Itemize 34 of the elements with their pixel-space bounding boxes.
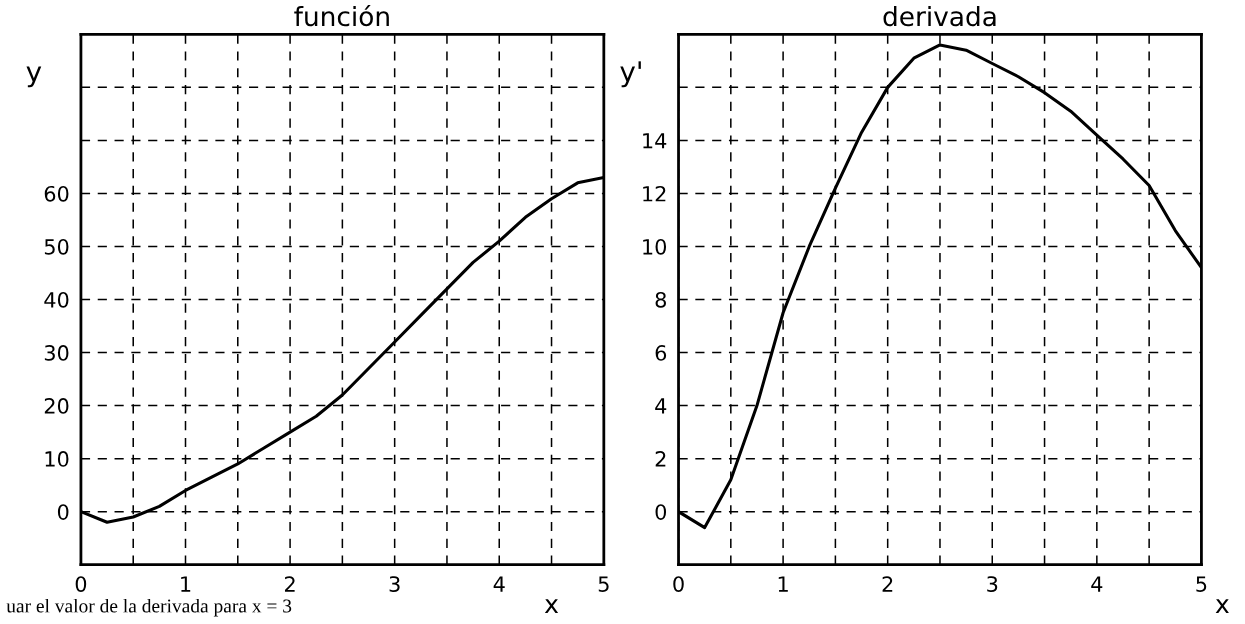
x-tick-label: 1 (778, 576, 788, 592)
y-tick-label: 4 (655, 398, 667, 414)
y-tick-label: 6 (655, 345, 667, 361)
y-tick-label: 12 (643, 185, 666, 202)
y-tick-label: 8 (655, 291, 666, 308)
y-tick-label: 50 (44, 238, 69, 255)
x-tick-label: 4 (493, 576, 505, 592)
x-tick-label: 3 (389, 576, 400, 592)
x-tick-label: 4 (1091, 576, 1103, 592)
y-tick-label: 60 (44, 185, 69, 202)
x-axis-title: x (544, 599, 559, 613)
x-tick-label: 5 (1196, 576, 1207, 592)
x-tick-label: 0 (75, 576, 87, 592)
y-axis-title: y' (620, 61, 641, 88)
x-tick-label: 2 (882, 576, 893, 592)
y-axis-title: y (26, 66, 42, 88)
y-tick-label: 20 (44, 398, 69, 414)
y-tick-label: 10 (45, 451, 69, 467)
x-axis-title: x (1215, 599, 1229, 613)
y-tick-label: 2 (655, 451, 666, 467)
chart-title: función (294, 4, 389, 27)
x-tick-label: 0 (673, 576, 684, 592)
y-tick-label: 40 (44, 291, 69, 308)
y-tick-label: 30 (44, 345, 69, 361)
x-tick-label: 1 (181, 576, 191, 592)
x-tick-label: 3 (987, 576, 998, 592)
text: uar el valor de la derivada para x = 3 (6, 598, 292, 617)
x-tick-label: 2 (284, 576, 295, 592)
y-tick-label: 14 (643, 133, 667, 149)
x-tick-label: 5 (598, 576, 609, 592)
y-tick-label: 10 (643, 238, 667, 255)
chart-title: derivada (883, 5, 996, 27)
y-tick-label: 0 (57, 504, 69, 520)
y-tick-label: 0 (655, 504, 667, 520)
